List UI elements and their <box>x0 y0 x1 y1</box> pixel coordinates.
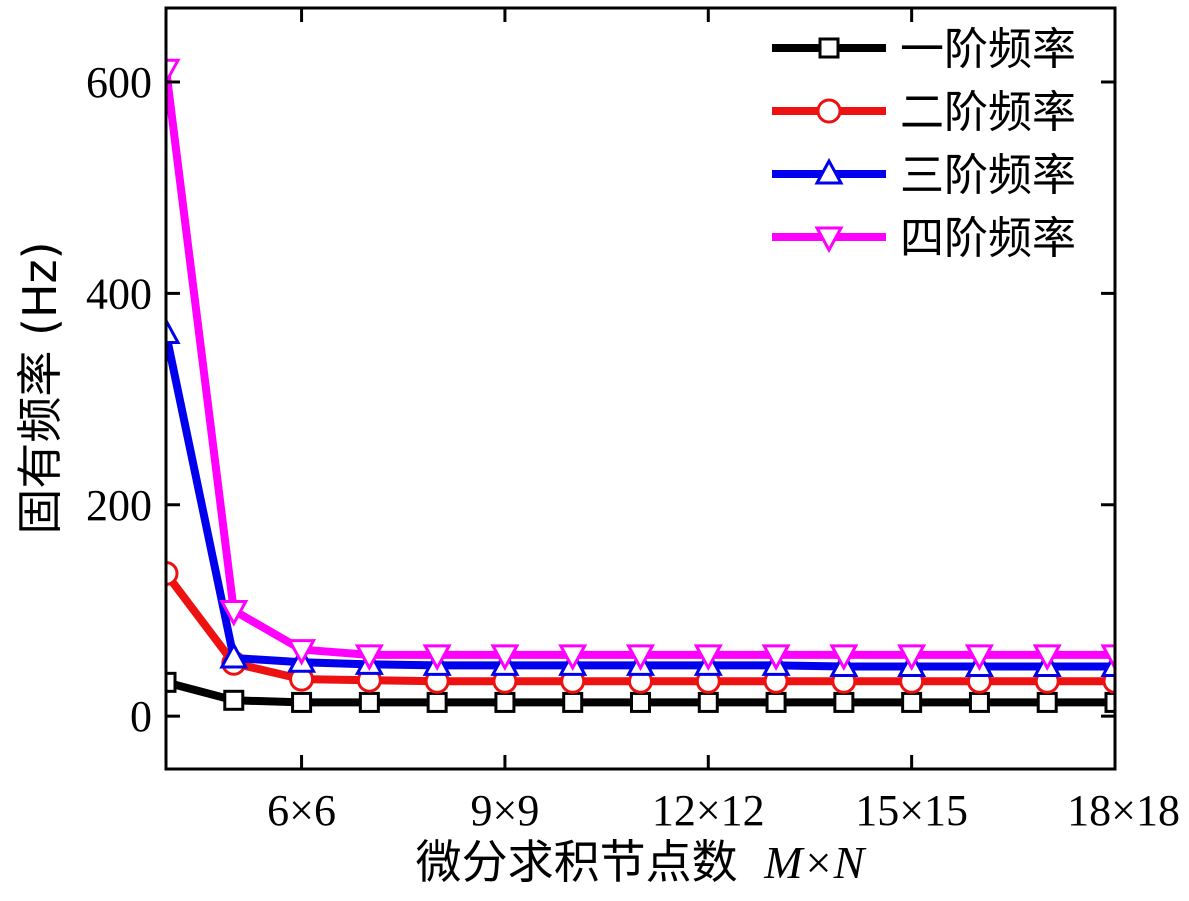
data-point <box>1036 691 1058 713</box>
x-axis-var-n: N <box>833 837 867 888</box>
legend-marker <box>816 98 842 124</box>
data-point <box>964 644 994 671</box>
x-tick-label: 12×12 <box>652 786 765 835</box>
legend-item: 二阶频率 <box>772 87 1076 138</box>
legend-item: 一阶频率 <box>772 24 1076 75</box>
axis-layer: 0 200 400 600 6×6 9×9 12×12 15×15 18×18 <box>86 8 1180 835</box>
data-point <box>562 691 584 713</box>
data-point <box>219 599 249 627</box>
data-point <box>166 58 181 86</box>
legend-marker <box>818 37 840 59</box>
data-point <box>901 691 923 713</box>
series-4 <box>166 58 1115 671</box>
data-point <box>1032 644 1062 671</box>
y-tick-label: 200 <box>86 481 152 530</box>
legend-label: 四阶频率 <box>900 213 1076 264</box>
y-tick-label: 600 <box>86 58 152 107</box>
data-point <box>426 691 448 713</box>
legend-marker <box>814 157 844 185</box>
data-point <box>166 560 179 586</box>
data-point <box>968 691 990 713</box>
y-tick-label: 400 <box>86 269 152 318</box>
data-point <box>1104 691 1115 713</box>
series-1 <box>166 671 1115 713</box>
x-tick-label: 6×6 <box>267 786 336 835</box>
data-point <box>490 644 520 671</box>
series-line <box>166 332 1115 671</box>
x-axis-title: 微分求积节点数 M×N <box>416 835 867 889</box>
x-axis-times: × <box>803 837 834 888</box>
legend-marker <box>814 226 844 254</box>
x-tick-label: 18×18 <box>1067 786 1180 835</box>
data-point <box>219 641 249 669</box>
y-tick-label: 0 <box>130 692 152 741</box>
legend-item: 四阶频率 <box>772 213 1076 264</box>
data-point <box>697 691 719 713</box>
data-point <box>354 644 384 671</box>
data-point <box>1100 644 1115 671</box>
series-layer <box>166 58 1115 713</box>
legend-label: 三阶频率 <box>900 150 1076 201</box>
legend-label: 一阶频率 <box>900 24 1076 75</box>
data-point <box>693 644 723 671</box>
data-point <box>422 644 452 671</box>
x-tick-label: 9×9 <box>471 786 540 835</box>
data-point <box>897 644 927 671</box>
data-point <box>630 691 651 713</box>
data-point <box>833 691 855 713</box>
data-point <box>761 644 791 671</box>
y-axis-title: 固有频率 (Hz) <box>13 241 67 534</box>
data-point <box>166 317 181 345</box>
legend-item: 三阶频率 <box>772 150 1076 201</box>
series-3 <box>166 317 1115 677</box>
data-point <box>291 691 313 713</box>
data-point <box>358 691 380 713</box>
data-point <box>166 671 177 693</box>
plot-frame <box>164 6 1117 771</box>
data-point <box>625 644 656 671</box>
data-point <box>829 644 859 671</box>
data-point <box>494 691 516 713</box>
x-axis-var-m: M <box>763 837 805 888</box>
data-point <box>287 639 317 666</box>
x-tick-label: 15×15 <box>855 786 968 835</box>
data-point <box>765 691 787 713</box>
x-axis-title-text: 微分求积节点数 <box>416 835 738 889</box>
data-point <box>558 644 588 671</box>
legend-label: 二阶频率 <box>900 87 1076 138</box>
data-point <box>223 689 245 711</box>
